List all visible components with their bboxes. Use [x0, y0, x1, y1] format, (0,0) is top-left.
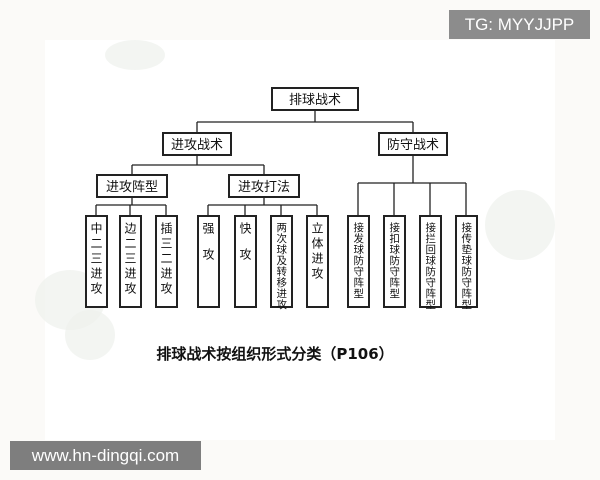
- sub-branch-node: 进攻阵型: [106, 180, 158, 195]
- leaf-node: 接发球防守阵型: [352, 222, 365, 299]
- leaf-node: 接拦回球防守阵型: [424, 222, 437, 310]
- leaf-node-box: 快攻: [233, 215, 257, 308]
- leaf-node-box: 接传垫球防守阵型: [454, 215, 478, 310]
- root-node: 排球战术: [289, 93, 341, 108]
- watermark-top: TG: MYYJJPP: [449, 10, 590, 39]
- decor-petal: [485, 190, 555, 260]
- leaf-node-box: 接拦回球防守阵型: [418, 215, 442, 310]
- branch-node: 进攻战术: [171, 138, 223, 153]
- decor-petal: [65, 310, 115, 360]
- watermark-bottom: www.hn-dingqi.com: [10, 441, 201, 470]
- leaf-node-box: 立体进攻: [305, 215, 329, 308]
- leaf-node-box: 边二三进攻: [118, 215, 142, 308]
- diagram-caption: 排球战术按组织形式分类（P106）: [156, 345, 394, 363]
- branch-node: 防守战术: [387, 137, 439, 153]
- leaf-node: 边二三进攻: [123, 222, 137, 297]
- sub-branch-node: 进攻打法: [238, 180, 290, 195]
- leaf-node: 接扣球防守阵型: [388, 222, 401, 299]
- leaf-node-box: 两次球及转移进攻: [269, 215, 293, 310]
- leaf-node-box: 接发球防守阵型: [346, 215, 370, 308]
- leaf-node: 快攻: [238, 222, 252, 274]
- leaf-node-box: 中二三进攻: [84, 215, 108, 308]
- leaf-node-box: 插三二进攻: [154, 215, 178, 308]
- leaf-node: 立体进攻: [310, 222, 324, 282]
- leaf-node: 强攻: [201, 222, 215, 274]
- leaf-node: 插三二进攻: [159, 222, 173, 297]
- leaf-node: 接传垫球防守阵型: [460, 222, 473, 310]
- leaf-node-box: 强攻: [196, 215, 220, 308]
- decor-petal: [105, 40, 165, 70]
- leaf-node: 两次球及转移进攻: [275, 222, 288, 310]
- leaf-node-box: 接扣球防守阵型: [382, 215, 406, 308]
- leaf-node: 中二三进攻: [89, 222, 103, 297]
